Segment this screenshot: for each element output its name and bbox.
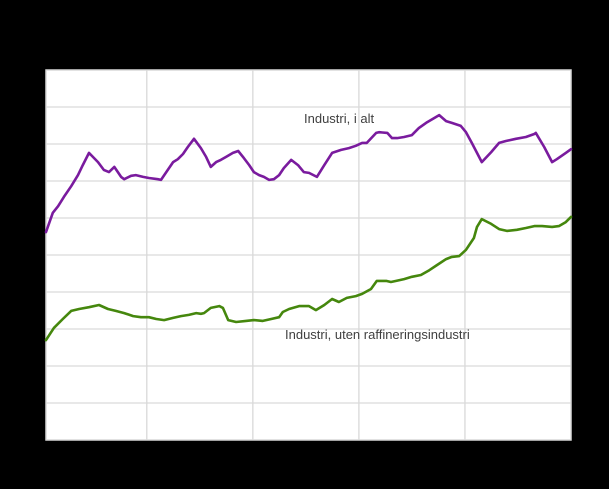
series-line-0 <box>44 113 573 234</box>
plot-border <box>45 69 572 441</box>
series-line-1 <box>44 215 573 342</box>
series-label-industri-uten-raffineringsindustri: Industri, uten raffineringsindustri <box>285 327 470 342</box>
series-label-industri-i-alt: Industri, i alt <box>304 111 375 126</box>
